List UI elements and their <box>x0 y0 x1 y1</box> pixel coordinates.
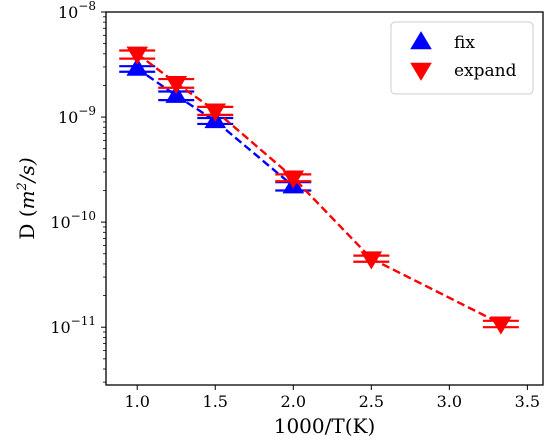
legend-box <box>390 21 534 95</box>
data-point <box>204 103 227 122</box>
x-axis-label: 1000/T(K) <box>274 414 376 438</box>
x-tick-label: 1.0 <box>124 392 149 411</box>
y-tick-label: 10−8 <box>58 0 96 22</box>
y-tick-label: 10−9 <box>58 104 96 127</box>
legend-marker <box>410 62 432 81</box>
y-axis-label-prefix: D ( <box>15 209 39 239</box>
y-axis-label-exp: 2 <box>15 182 30 191</box>
legend-label: fix <box>454 33 475 53</box>
series-layer <box>119 46 519 335</box>
y-tick-label: 10−10 <box>50 209 96 232</box>
data-point <box>165 75 188 95</box>
data-point <box>360 251 383 270</box>
x-tick-label: 3.0 <box>437 392 462 411</box>
y-axis-label: D (m2/s) <box>15 157 39 239</box>
legend-label: expand <box>454 61 517 81</box>
x-tick-label: 3.5 <box>515 392 540 411</box>
y-axis-label-rest: /s) <box>15 157 39 184</box>
series-line <box>136 67 295 188</box>
x-tick-label: 2.0 <box>281 392 306 411</box>
y-axis-label-unit: m <box>15 190 39 209</box>
axes: 1.0 1.5 2.0 2.5 3.0 3.5 10−8 10−9 10−10 10−11 <box>50 0 544 411</box>
legend-marker <box>410 31 432 50</box>
data-point <box>282 170 305 189</box>
data-point <box>490 316 512 335</box>
y-tick-label: 10−11 <box>50 314 96 337</box>
x-tick-label: 2.5 <box>359 392 384 411</box>
legend: fix expand <box>390 21 534 95</box>
data-point <box>126 57 149 76</box>
plot-frame <box>105 11 544 386</box>
data-point <box>126 46 149 65</box>
x-tick-label: 1.5 <box>203 392 228 411</box>
